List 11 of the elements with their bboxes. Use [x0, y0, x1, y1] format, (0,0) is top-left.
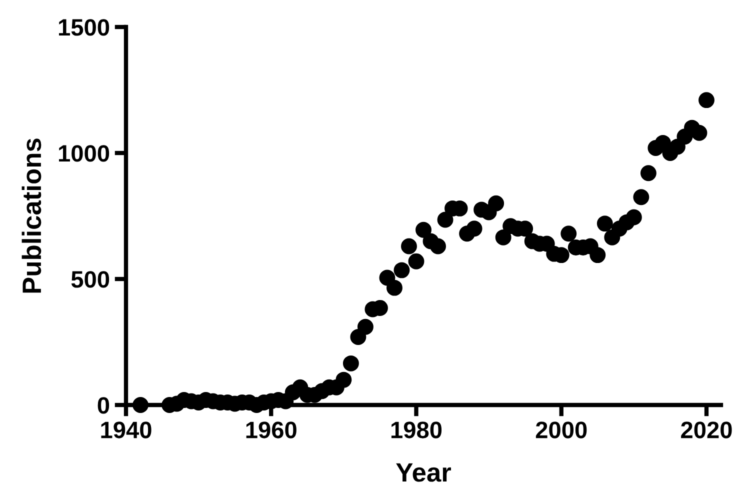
y-axis-title: Publications	[22, 138, 42, 293]
y-tick-label: 500	[71, 271, 110, 288]
x-tick-label: 2020	[681, 422, 732, 438]
x-tick-label: 1940	[101, 422, 152, 438]
y-tick-label: 1500	[58, 19, 110, 36]
y-tick-label: 1000	[58, 145, 110, 162]
x-tick-label: 2000	[536, 422, 587, 438]
x-tick-label: 1960	[246, 422, 296, 438]
y-tick-label: 0	[98, 397, 110, 414]
x-axis-title: Year	[396, 463, 451, 482]
x-tick-label: 1980	[391, 422, 442, 438]
